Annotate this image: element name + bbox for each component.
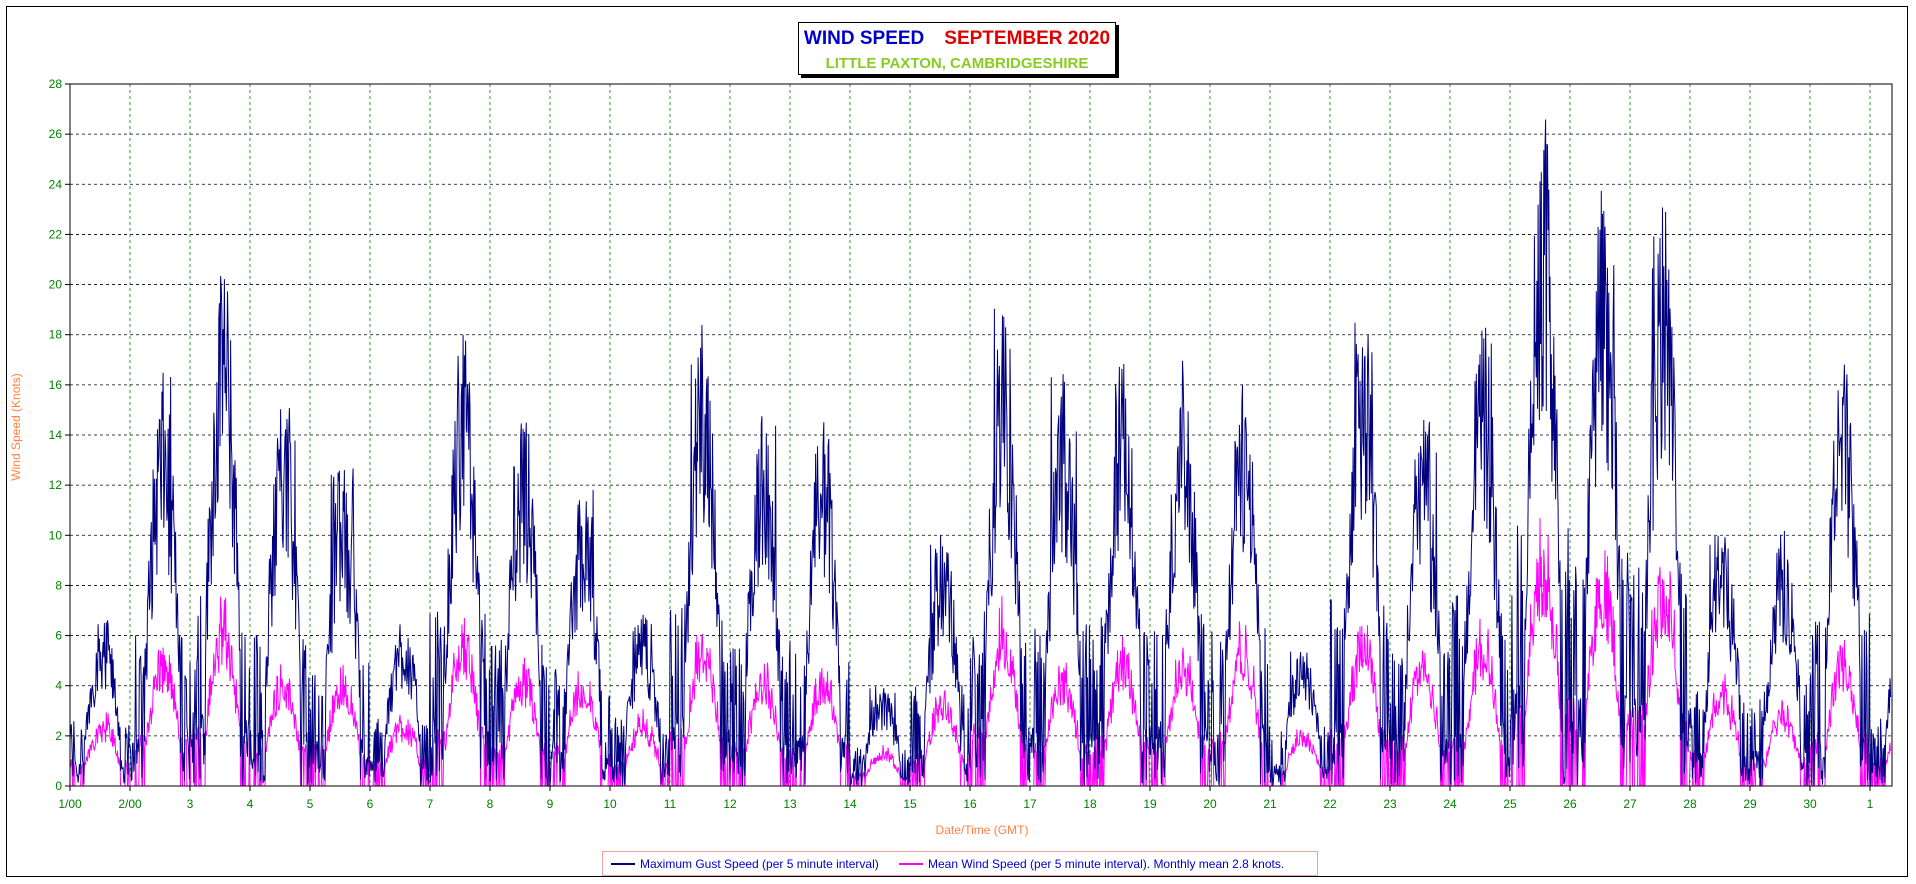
x-tick-label: 1/00 [58, 797, 82, 811]
x-tick-label: 9 [547, 797, 554, 811]
x-tick-label: 20 [1203, 797, 1217, 811]
legend-label-mean: Mean Wind Speed (per 5 minute interval).… [928, 857, 1285, 871]
x-tick-label: 12 [723, 797, 737, 811]
x-tick-label: 4 [247, 797, 254, 811]
x-tick-label: 14 [843, 797, 857, 811]
x-tick-label: 8 [487, 797, 494, 811]
legend-item-gust: Maximum Gust Speed (per 5 minute interva… [611, 857, 879, 871]
legend-swatch-gust [611, 863, 635, 865]
x-tick-label: 15 [903, 797, 917, 811]
grid [70, 84, 1892, 786]
legend-swatch-mean [899, 863, 923, 865]
legend-label-gust: Maximum Gust Speed (per 5 minute interva… [640, 857, 879, 871]
x-axis-title: Date/Time (GMT) [936, 823, 1029, 837]
x-tick-label: 10 [603, 797, 617, 811]
series [69, 119, 1892, 788]
legend: Maximum Gust Speed (per 5 minute interva… [602, 851, 1318, 876]
x-tick-label: 16 [963, 797, 977, 811]
title-wind-speed: WIND SPEED [803, 28, 925, 49]
x-tick-label: 27 [1623, 797, 1637, 811]
y-tick-label: 12 [49, 478, 63, 492]
y-tick-label: 24 [49, 177, 63, 191]
y-tick-label: 18 [49, 328, 63, 342]
x-tick-label: 6 [367, 797, 374, 811]
y-tick-label: 4 [55, 679, 62, 693]
x-tick-label: 30 [1803, 797, 1817, 811]
y-tick-label: 14 [49, 428, 63, 442]
legend-item-mean: Mean Wind Speed (per 5 minute interval).… [899, 857, 1284, 871]
x-tick-label: 29 [1743, 797, 1757, 811]
title-month: SEPTEMBER 2020 [944, 28, 1111, 49]
x-tick-label: 24 [1443, 797, 1457, 811]
x-tick-label: 28 [1683, 797, 1697, 811]
x-tick-label: 25 [1503, 797, 1517, 811]
x-tick-label: 2/00 [118, 797, 142, 811]
y-tick-label: 28 [49, 77, 63, 91]
x-tick-label: 21 [1263, 797, 1277, 811]
x-tick-label: 26 [1563, 797, 1577, 811]
y-tick-label: 20 [49, 278, 63, 292]
chart-frame [6, 6, 1908, 877]
x-tick-label: 13 [783, 797, 797, 811]
x-tick-label: 3 [187, 797, 194, 811]
x-tick-label: 7 [427, 797, 434, 811]
y-tick-label: 22 [49, 227, 63, 241]
y-tick-label: 26 [49, 127, 63, 141]
x-tick-label: 1 [1867, 797, 1874, 811]
chart-title: WIND SPEED SEPTEMBER 2020 [799, 28, 1115, 50]
chart-subtitle: LITTLE PAXTON, CAMBRIDGESHIRE [825, 55, 1089, 72]
y-tick-label: 16 [49, 378, 63, 392]
x-tick-label: 11 [664, 797, 677, 811]
x-tick-label: 23 [1383, 797, 1397, 811]
x-tick-label: 5 [307, 797, 314, 811]
x-tick-label: 19 [1143, 797, 1157, 811]
y-axis-title: Wind Speed (Knots) [9, 373, 23, 480]
chart-title-box: WIND SPEED SEPTEMBER 2020 LITTLE PAXTON, … [798, 22, 1116, 75]
x-tick-label: 17 [1023, 797, 1037, 811]
y-tick-label: 6 [55, 629, 62, 643]
y-tick-label: 10 [49, 528, 63, 542]
series-max-gust-speed [69, 119, 1892, 788]
x-tick-label: 18 [1083, 797, 1097, 811]
y-tick-label: 8 [55, 578, 62, 592]
y-tick-label: 2 [55, 729, 62, 743]
y-tick-label: 0 [55, 779, 62, 793]
x-tick-label: 22 [1323, 797, 1337, 811]
